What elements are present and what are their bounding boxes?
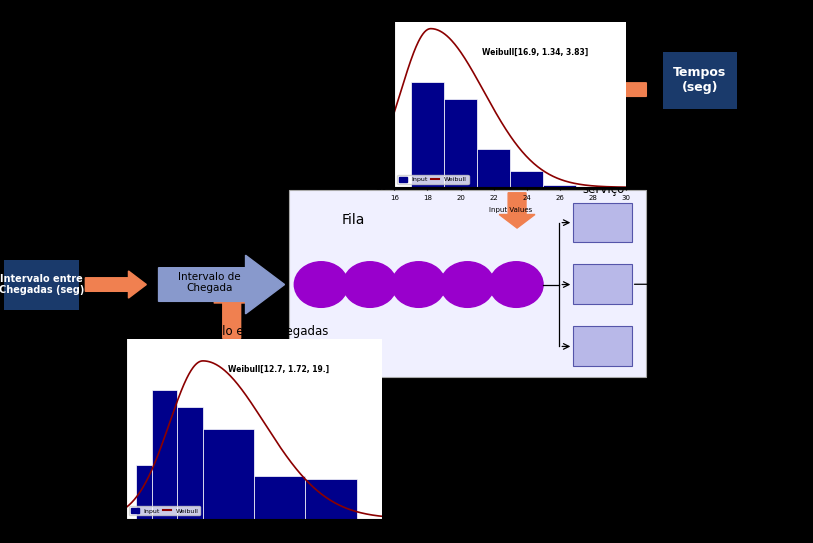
FancyArrow shape [214,289,250,338]
FancyBboxPatch shape [289,190,646,377]
Ellipse shape [489,262,543,307]
Bar [151,389,177,519]
X-axis label: Input Values: Input Values [233,538,276,543]
Bar [444,99,477,187]
Ellipse shape [343,262,397,307]
Bar [306,479,356,519]
Title: Tempo do serviço: Tempo do serviço [459,8,562,21]
Bar [137,465,151,519]
Text: Weibull[16.9, 1.34, 3.83]: Weibull[16.9, 1.34, 3.83] [482,48,589,57]
FancyArrow shape [499,193,535,228]
Ellipse shape [392,262,446,307]
Ellipse shape [441,262,494,307]
Text: Estação de
serviço: Estação de serviço [571,168,636,196]
Text: Tempos
(seg): Tempos (seg) [673,66,727,94]
Bar [477,149,511,187]
X-axis label: Input Values: Input Values [489,206,532,212]
FancyArrow shape [85,271,146,298]
Text: Intervalo de
Chegada: Intervalo de Chegada [178,272,241,293]
FancyArrow shape [159,255,285,314]
FancyArrow shape [573,76,646,103]
FancyBboxPatch shape [4,260,79,310]
Legend: Input, Weibull: Input, Weibull [398,175,468,184]
Bar [202,429,254,519]
Bar [177,407,203,519]
FancyBboxPatch shape [573,203,632,242]
Ellipse shape [294,262,348,307]
FancyBboxPatch shape [663,52,737,109]
Bar [511,171,543,187]
Legend: Input, Weibull: Input, Weibull [129,506,200,515]
Bar [543,185,576,187]
Title: Intervalo entre chegadas: Intervalo entre chegadas [180,325,328,338]
Text: Intervalo entre
Chegadas (seg): Intervalo entre Chegadas (seg) [0,274,85,295]
Text: Weibull[12.7, 1.72, 19.]: Weibull[12.7, 1.72, 19.] [228,365,329,374]
FancyBboxPatch shape [573,326,632,366]
Bar [254,476,306,519]
Bar [411,83,444,187]
Text: Fila: Fila [342,213,365,227]
FancyBboxPatch shape [573,264,632,304]
